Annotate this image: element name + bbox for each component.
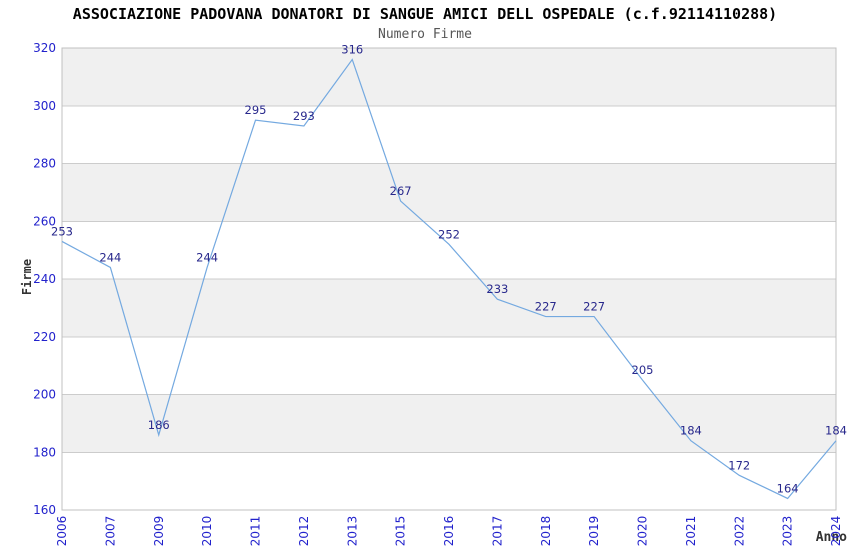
x-tick-label: 2011	[249, 516, 263, 547]
plot-band	[62, 336, 836, 395]
chart-subtitle: Numero Firme	[378, 27, 472, 42]
x-tick-label: 2010	[200, 516, 214, 547]
y-tick-label: 240	[33, 272, 56, 286]
x-tick-label: 2013	[345, 516, 359, 547]
y-tick-label: 260	[33, 214, 56, 228]
x-tick-label: 2012	[297, 516, 311, 547]
plot-band	[62, 163, 836, 222]
x-tick-label: 2015	[394, 516, 408, 547]
x-tick-label: 2007	[103, 516, 117, 547]
x-tick-label: 2009	[152, 516, 166, 547]
point-value-label: 205	[632, 363, 654, 377]
point-value-label: 164	[777, 481, 799, 495]
plot-band	[62, 221, 836, 279]
y-tick-label: 220	[33, 330, 56, 344]
point-value-label: 316	[341, 43, 363, 57]
x-axis-title: Anno	[815, 530, 847, 545]
y-tick-label: 300	[33, 99, 56, 113]
firme-line	[61, 58, 837, 500]
point-value-label: 186	[148, 418, 170, 432]
x-tick-label: 2016	[442, 516, 456, 547]
point-value-label: 252	[438, 227, 460, 241]
point-value-label: 253	[51, 224, 73, 238]
plot-border	[61, 47, 837, 511]
point-value-label: 295	[245, 103, 267, 117]
point-value-label: 267	[390, 184, 412, 198]
x-tick-label: 2020	[636, 516, 650, 547]
point-value-label: 184	[825, 424, 847, 438]
point-value-label: 293	[293, 109, 315, 123]
point-value-label: 184	[680, 424, 702, 438]
y-tick-label: 320	[33, 41, 56, 55]
plot-band	[62, 394, 836, 453]
plot-band	[62, 105, 836, 164]
plot-band	[62, 452, 836, 510]
point-value-label: 172	[728, 458, 750, 472]
point-value-label: 227	[583, 300, 605, 314]
point-value-label: 244	[99, 250, 121, 264]
x-tick-label: 2022	[732, 516, 746, 547]
y-tick-label: 200	[33, 388, 56, 402]
point-value-label: 227	[535, 300, 557, 314]
x-tick-label: 2023	[781, 516, 795, 547]
y-tick-label: 280	[33, 157, 56, 171]
point-value-label: 244	[196, 250, 218, 264]
x-tick-label: 2021	[684, 516, 698, 547]
plot-band	[62, 279, 836, 337]
x-tick-label: 2017	[490, 516, 504, 547]
chart-title: ASSOCIAZIONE PADOVANA DONATORI DI SANGUE…	[72, 5, 778, 23]
x-tick-label: 2006	[55, 516, 69, 547]
y-tick-label: 180	[33, 445, 56, 459]
plot-band	[62, 48, 836, 106]
point-value-label: 233	[486, 282, 508, 296]
x-tick-label: 2018	[539, 516, 553, 547]
x-tick-label: 2024	[829, 516, 843, 547]
y-tick-label: 160	[33, 503, 56, 517]
x-tick-label: 2019	[587, 516, 601, 547]
